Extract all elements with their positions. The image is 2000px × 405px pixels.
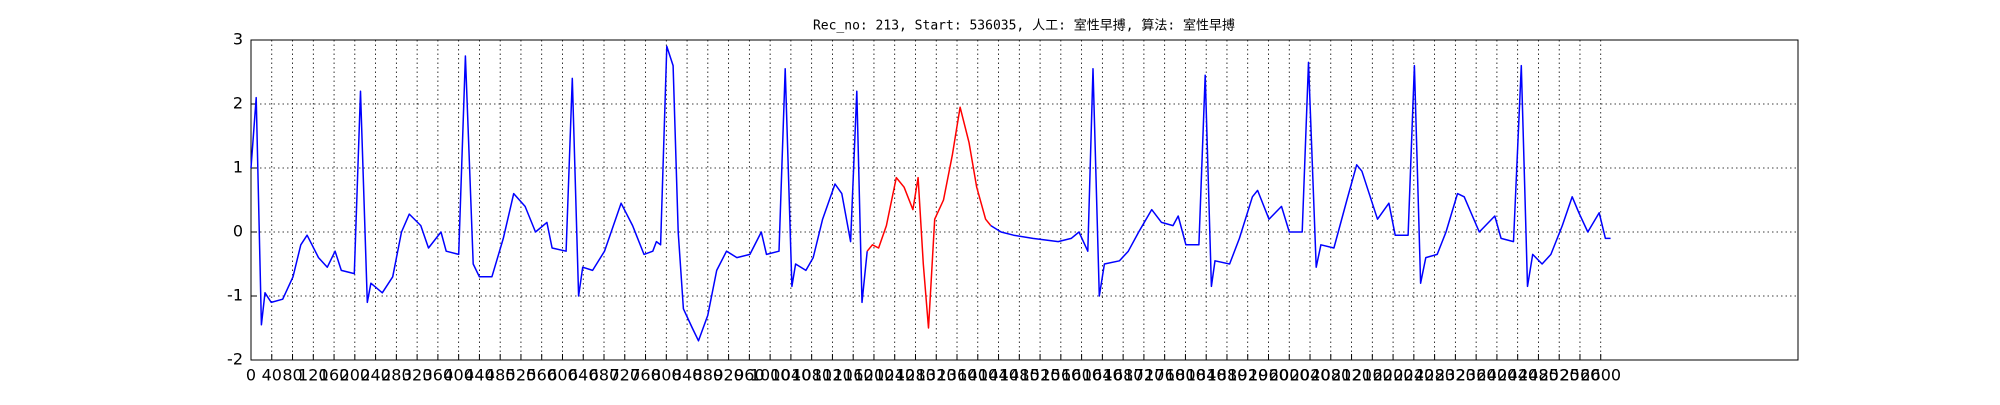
x-tick-label: 1000 xyxy=(750,366,791,385)
x-tick-label: 1560 xyxy=(1040,366,1081,385)
y-tick-label: -2 xyxy=(227,350,243,369)
x-tick-label: 920 xyxy=(713,366,744,385)
ecg-line xyxy=(250,45,868,342)
x-tick-label: 1280 xyxy=(895,366,936,385)
x-tick-label: 480 xyxy=(485,366,516,385)
x-tick-label: 1120 xyxy=(812,366,853,385)
x-tick-label: 1840 xyxy=(1186,366,1227,385)
x-tick-label: 2480 xyxy=(1518,366,1559,385)
x-tick-label: 1440 xyxy=(978,366,1019,385)
ecg-line xyxy=(866,106,992,329)
y-tick-label: -1 xyxy=(227,286,243,305)
x-tick-label: 440 xyxy=(464,366,495,385)
x-tick-label: 1200 xyxy=(854,366,895,385)
plot-frame xyxy=(250,39,1799,361)
y-tick-label: 0 xyxy=(233,222,243,241)
x-tick-label: 120 xyxy=(298,366,329,385)
x-tick-label: 240 xyxy=(360,366,391,385)
x-tick-label: 2400 xyxy=(1477,366,1518,385)
x-tick-label: 760 xyxy=(630,366,661,385)
x-tick-label: 400 xyxy=(443,366,474,385)
x-tick-label: 2120 xyxy=(1331,366,1372,385)
x-tick-label: 2160 xyxy=(1352,366,1393,385)
x-tick-label: 1400 xyxy=(957,366,998,385)
x-tick-label: 1360 xyxy=(937,366,978,385)
x-tick-label: 2280 xyxy=(1414,366,1455,385)
x-tick-label: 320 xyxy=(402,366,433,385)
y-tick-label: 3 xyxy=(233,30,243,49)
x-tick-label: 680 xyxy=(589,366,620,385)
x-tick-label: 2320 xyxy=(1435,366,1476,385)
x-tick-label: 200 xyxy=(340,366,371,385)
x-tick-label: 2560 xyxy=(1560,366,1601,385)
x-tick-label: 1960 xyxy=(1248,366,1289,385)
x-tick-label: 960 xyxy=(734,366,765,385)
ecg-line xyxy=(990,61,1611,297)
x-tick-label: 2000 xyxy=(1269,366,1310,385)
x-tick-label: 1320 xyxy=(916,366,957,385)
x-tick-label: 2040 xyxy=(1290,366,1331,385)
x-tick-label: 800 xyxy=(651,366,682,385)
x-tick-label: 2520 xyxy=(1539,366,1580,385)
x-tick-label: 1880 xyxy=(1207,366,1248,385)
x-tick-label: 1600 xyxy=(1061,366,1102,385)
x-tick-label: 2240 xyxy=(1393,366,1434,385)
x-tick-label: 1760 xyxy=(1144,366,1185,385)
x-tick-label: 1640 xyxy=(1082,366,1123,385)
x-tick-label: 2360 xyxy=(1456,366,1497,385)
x-tick-label: 1800 xyxy=(1165,366,1206,385)
x-tick-label: 600 xyxy=(547,366,578,385)
x-tick-label: 160 xyxy=(319,366,350,385)
x-tick-label: 40 xyxy=(262,366,282,385)
x-tick-label: 720 xyxy=(609,366,640,385)
x-tick-label: 640 xyxy=(568,366,599,385)
x-tick-label: 1720 xyxy=(1124,366,1165,385)
x-tick-label: 560 xyxy=(526,366,557,385)
x-tick-label: 1040 xyxy=(771,366,812,385)
y-tick-label: 1 xyxy=(233,158,243,177)
x-tick-label: 520 xyxy=(506,366,537,385)
x-tick-label: 0 xyxy=(246,366,256,385)
x-tick-label: 1480 xyxy=(999,366,1040,385)
x-tick-label: 2600 xyxy=(1580,366,1621,385)
x-tick-label: 80 xyxy=(282,366,302,385)
y-tick-label: 2 xyxy=(233,94,243,113)
chart-title: Rec_no: 213, Start: 536035, 人工: 室性早搏, 算法… xyxy=(813,18,1235,34)
x-tick-label: 1680 xyxy=(1103,366,1144,385)
x-tick-label: 2440 xyxy=(1497,366,1538,385)
x-tick-label: 1160 xyxy=(833,366,874,385)
x-tick-label: 880 xyxy=(693,366,724,385)
x-tick-label: 1920 xyxy=(1227,366,1268,385)
x-tick-label: 2080 xyxy=(1310,366,1351,385)
x-tick-label: 1080 xyxy=(791,366,832,385)
x-tick-label: 840 xyxy=(672,366,703,385)
x-tick-label: 360 xyxy=(423,366,454,385)
x-tick-label: 1520 xyxy=(1020,366,1061,385)
x-tick-label: 280 xyxy=(381,366,412,385)
x-tick-label: 1240 xyxy=(874,366,915,385)
x-tick-label: 2200 xyxy=(1373,366,1414,385)
